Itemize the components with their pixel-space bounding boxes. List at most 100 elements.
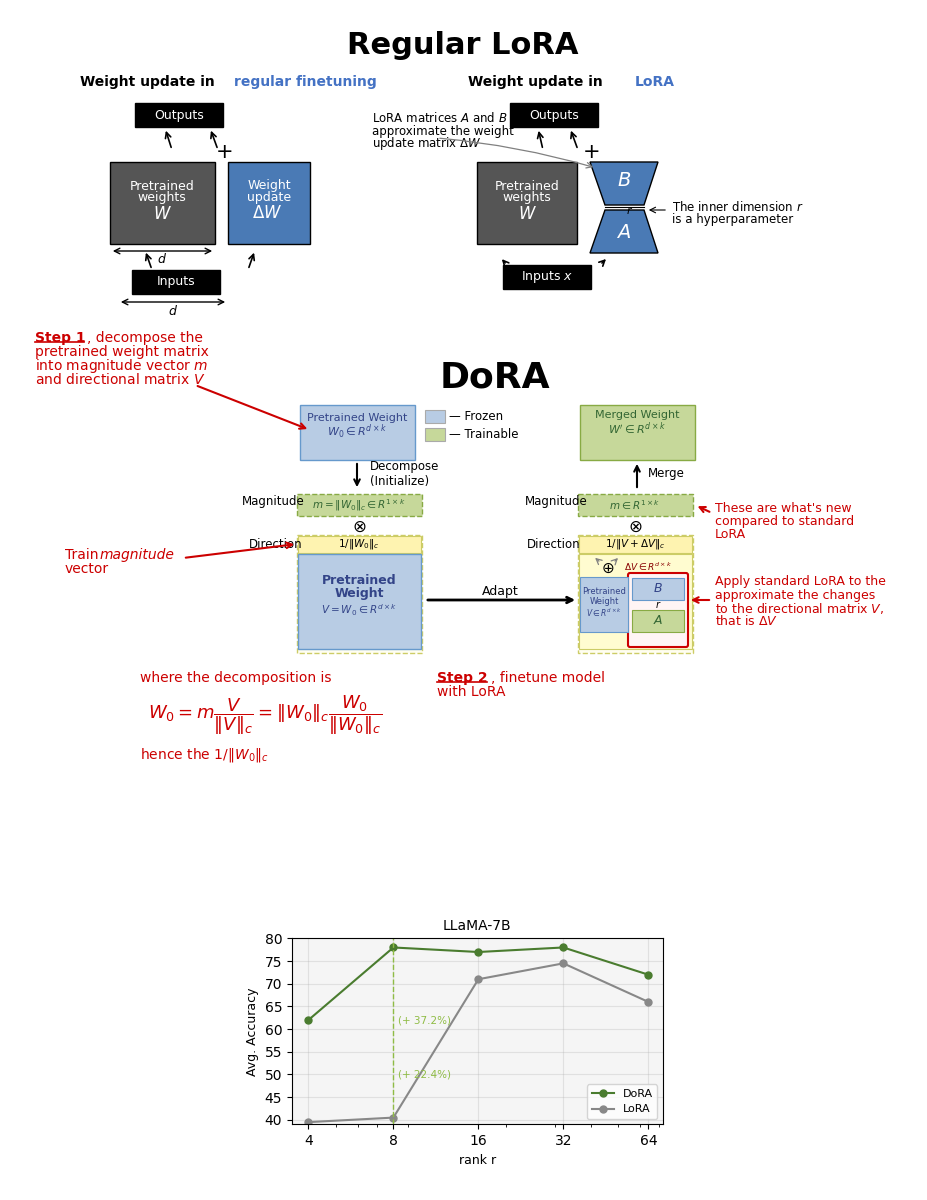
Y-axis label: Avg. Accuracy: Avg. Accuracy (246, 988, 260, 1075)
Polygon shape (590, 162, 658, 205)
Text: $1/\|V + \Delta V\|_c$: $1/\|V + \Delta V\|_c$ (604, 538, 666, 551)
Text: pretrained weight matrix: pretrained weight matrix (35, 346, 209, 359)
Text: approximate the changes: approximate the changes (715, 588, 875, 601)
Line: DoRA: DoRA (305, 944, 652, 1024)
Text: $\oplus$: $\oplus$ (602, 560, 615, 576)
X-axis label: rank r: rank r (459, 1153, 496, 1166)
Text: with LoRA: with LoRA (437, 685, 505, 698)
Text: These are what's new: These are what's new (715, 502, 852, 515)
Bar (580, 404, 695, 460)
Text: (+ 22.4%): (+ 22.4%) (398, 1069, 451, 1080)
Text: Weight: Weight (248, 179, 291, 192)
Text: into magnitude vector $m$: into magnitude vector $m$ (35, 358, 209, 374)
Text: Pretrained: Pretrained (582, 587, 626, 595)
Text: Step 1: Step 1 (35, 331, 85, 346)
Text: DoRA: DoRA (439, 361, 551, 395)
FancyBboxPatch shape (628, 572, 688, 647)
Text: Outputs: Outputs (529, 108, 578, 121)
Text: update matrix $\Delta W$: update matrix $\Delta W$ (372, 136, 481, 152)
Text: $V = W_0 \in R^{d\times k}$: $V = W_0 \in R^{d\times k}$ (321, 602, 397, 618)
LoRA (642, 995, 654, 1009)
Legend: DoRA, LoRA: DoRA, LoRA (587, 1085, 657, 1118)
Text: , decompose the: , decompose the (87, 331, 203, 346)
Text: Magnitude: Magnitude (242, 496, 305, 509)
Text: regular finetuning: regular finetuning (234, 74, 376, 89)
DoRA (473, 944, 484, 959)
DoRA (642, 967, 654, 982)
LoRA (558, 956, 569, 971)
Bar (477, 162, 577, 244)
Text: , finetune model: , finetune model (491, 671, 605, 685)
Text: magnitude: magnitude (100, 548, 175, 562)
Polygon shape (590, 210, 658, 253)
Text: $W_0 \in R^{d\times k}$: $W_0 \in R^{d\times k}$ (327, 422, 387, 442)
Text: Merge: Merge (648, 468, 685, 480)
LoRA (303, 1115, 314, 1129)
Bar (135, 103, 223, 127)
Text: — Trainable: — Trainable (449, 427, 518, 440)
Line: LoRA: LoRA (305, 960, 652, 1126)
Bar (297, 494, 422, 516)
LoRA (473, 972, 484, 986)
Text: $d$: $d$ (157, 252, 167, 266)
Text: Pretrained Weight: Pretrained Weight (307, 413, 407, 422)
Text: hence the $1/\|W_0\|_c$: hence the $1/\|W_0\|_c$ (140, 746, 269, 764)
Text: and directional matrix $V$: and directional matrix $V$ (35, 372, 205, 388)
Text: but it is also more robust to changes in the: but it is also more robust to changes in… (313, 1062, 613, 1076)
Bar (580, 577, 628, 632)
Text: Outputs: Outputs (154, 108, 204, 121)
Text: Inputs $x$: Inputs $x$ (521, 269, 573, 284)
Text: $A$: $A$ (653, 614, 663, 628)
Text: Magnitude: Magnitude (525, 496, 588, 509)
Text: Pretrained: Pretrained (130, 180, 195, 192)
Bar (300, 404, 415, 460)
Bar (632, 610, 684, 632)
Text: $W_0 = m\dfrac{V}{\|V\|_c} = \|W_0\|_c\dfrac{W_0}{\|W_0\|_c}$: $W_0 = m\dfrac{V}{\|V\|_c} = \|W_0\|_c\d… (148, 694, 382, 737)
Text: weights: weights (137, 192, 186, 204)
Text: Inputs: Inputs (157, 276, 196, 288)
Text: LoRA: LoRA (635, 74, 675, 89)
Text: Direction: Direction (249, 539, 302, 552)
Text: $\otimes$: $\otimes$ (628, 518, 642, 536)
Text: that is $\Delta V$: that is $\Delta V$ (715, 614, 778, 628)
Text: Weight update in: Weight update in (80, 74, 220, 89)
Text: Weight: Weight (335, 587, 384, 600)
Text: Direction: Direction (527, 539, 580, 552)
Text: to the directional matrix $V$,: to the directional matrix $V$, (715, 600, 884, 616)
DoRA (558, 941, 569, 955)
Bar (425, 428, 445, 440)
Text: Regular LoRA: Regular LoRA (348, 30, 578, 60)
Bar (298, 554, 421, 649)
Text: Weight: Weight (590, 596, 618, 606)
Text: (+ 37.2%): (+ 37.2%) (398, 1015, 451, 1025)
Text: $d$: $d$ (168, 304, 178, 318)
Text: $V \in R^{d\times k}$: $V \in R^{d\times k}$ (586, 607, 622, 619)
Bar (510, 103, 598, 127)
Text: $W$: $W$ (517, 205, 537, 223)
Text: LoRA: LoRA (715, 528, 746, 540)
Bar (503, 265, 591, 289)
Bar (425, 410, 445, 422)
Text: Pretrained: Pretrained (322, 574, 397, 587)
Text: weights: weights (502, 192, 552, 204)
Text: where the decomposition is: where the decomposition is (140, 671, 332, 685)
Bar (132, 270, 220, 294)
Bar (578, 494, 693, 516)
Text: $1/\|W_0\|_c$: $1/\|W_0\|_c$ (338, 538, 380, 551)
Text: update: update (247, 191, 291, 204)
Text: Weight update in: Weight update in (468, 74, 607, 89)
DoRA (387, 941, 399, 955)
Text: Merged Weight: Merged Weight (595, 410, 679, 420)
Text: LoRA matrices $A$ and $B$: LoRA matrices $A$ and $B$ (372, 110, 507, 125)
Text: $W' \in R^{d\times k}$: $W' \in R^{d\times k}$ (608, 421, 666, 437)
DoRA (303, 1013, 314, 1027)
Text: Step 2: Step 2 (437, 671, 488, 685)
Text: $A$: $A$ (616, 223, 631, 242)
Bar (579, 554, 692, 649)
Text: $m = \|W_0\|_c \in R^{1\times k}$: $m = \|W_0\|_c \in R^{1\times k}$ (312, 497, 406, 512)
LoRA (387, 1110, 399, 1124)
Text: rank parameter: rank parameter (409, 1076, 517, 1090)
Text: — Frozen: — Frozen (449, 409, 503, 422)
Text: $B$: $B$ (654, 582, 663, 595)
Text: $W$: $W$ (153, 205, 171, 223)
